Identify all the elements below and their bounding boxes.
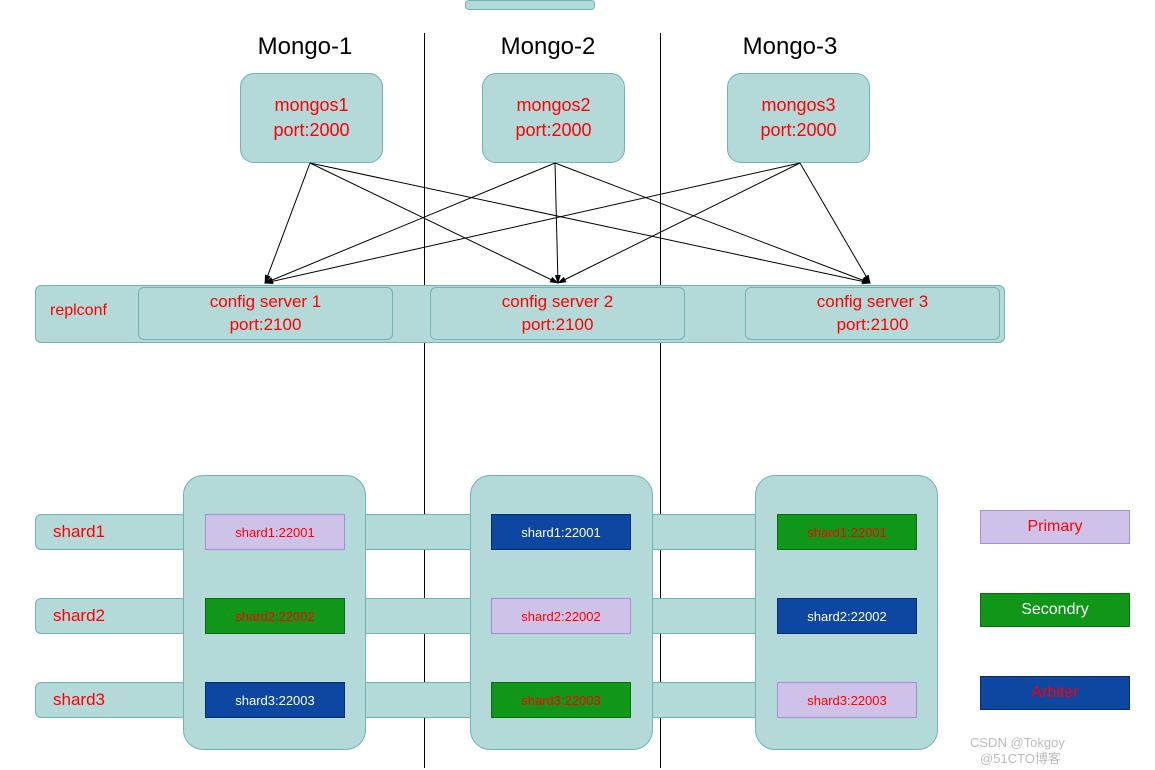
column-header-3: Mongo-3 [690,33,890,61]
shard-cell-r3-c3: shard3:22003 [777,682,917,718]
watermark-2: @51CTO博客 [980,748,1061,767]
shard-cell-r3-c2: shard3:22003 [491,682,631,718]
config-label: config server 2 [502,291,614,313]
config-port: port:2100 [522,314,594,336]
mongos-port: port:2000 [515,118,591,143]
config-server-1: config server 1port:2100 [138,287,393,340]
mongos-label: mongos3 [761,93,835,118]
legend-secondary: Secondry [980,593,1130,627]
column-header-1: Mongo-1 [205,33,405,61]
legend-arbiter: Arbiter [980,676,1130,710]
column-divider-1 [424,33,425,768]
shard-cell-r2-c2: shard2:22002 [491,598,631,634]
config-server-3: config server 3port:2100 [745,287,1000,340]
legend-primary: Primary [980,510,1130,544]
shard-cell-r2-c1: shard2:22002 [205,598,345,634]
config-port: port:2100 [230,314,302,336]
mongos-port: port:2000 [273,118,349,143]
mongos-port: port:2000 [760,118,836,143]
shard-cell-r1-c1: shard1:22001 [205,514,345,550]
shard-row-label-1: shard1 [53,522,105,542]
config-label: config server 1 [210,291,322,313]
shard-cell-r1-c2: shard1:22001 [491,514,631,550]
config-port: port:2100 [837,314,909,336]
shard-cell-r2-c3: shard2:22002 [777,598,917,634]
config-label: config server 3 [817,291,929,313]
shard-row-label-2: shard2 [53,606,105,626]
column-divider-2 [660,33,661,768]
cropped-fragment [465,0,595,10]
shard-cell-r1-c3: shard1:22001 [777,514,917,550]
mongos-node-1: mongos1port:2000 [240,73,383,163]
mongos-label: mongos2 [516,93,590,118]
mongos-node-3: mongos3port:2000 [727,73,870,163]
shard-row-label-3: shard3 [53,690,105,710]
mongos-label: mongos1 [274,93,348,118]
replconf-label: replconf [50,302,107,320]
shard-cell-r3-c1: shard3:22003 [205,682,345,718]
mongos-node-2: mongos2port:2000 [482,73,625,163]
config-server-2: config server 2port:2100 [430,287,685,340]
column-header-2: Mongo-2 [448,33,648,61]
